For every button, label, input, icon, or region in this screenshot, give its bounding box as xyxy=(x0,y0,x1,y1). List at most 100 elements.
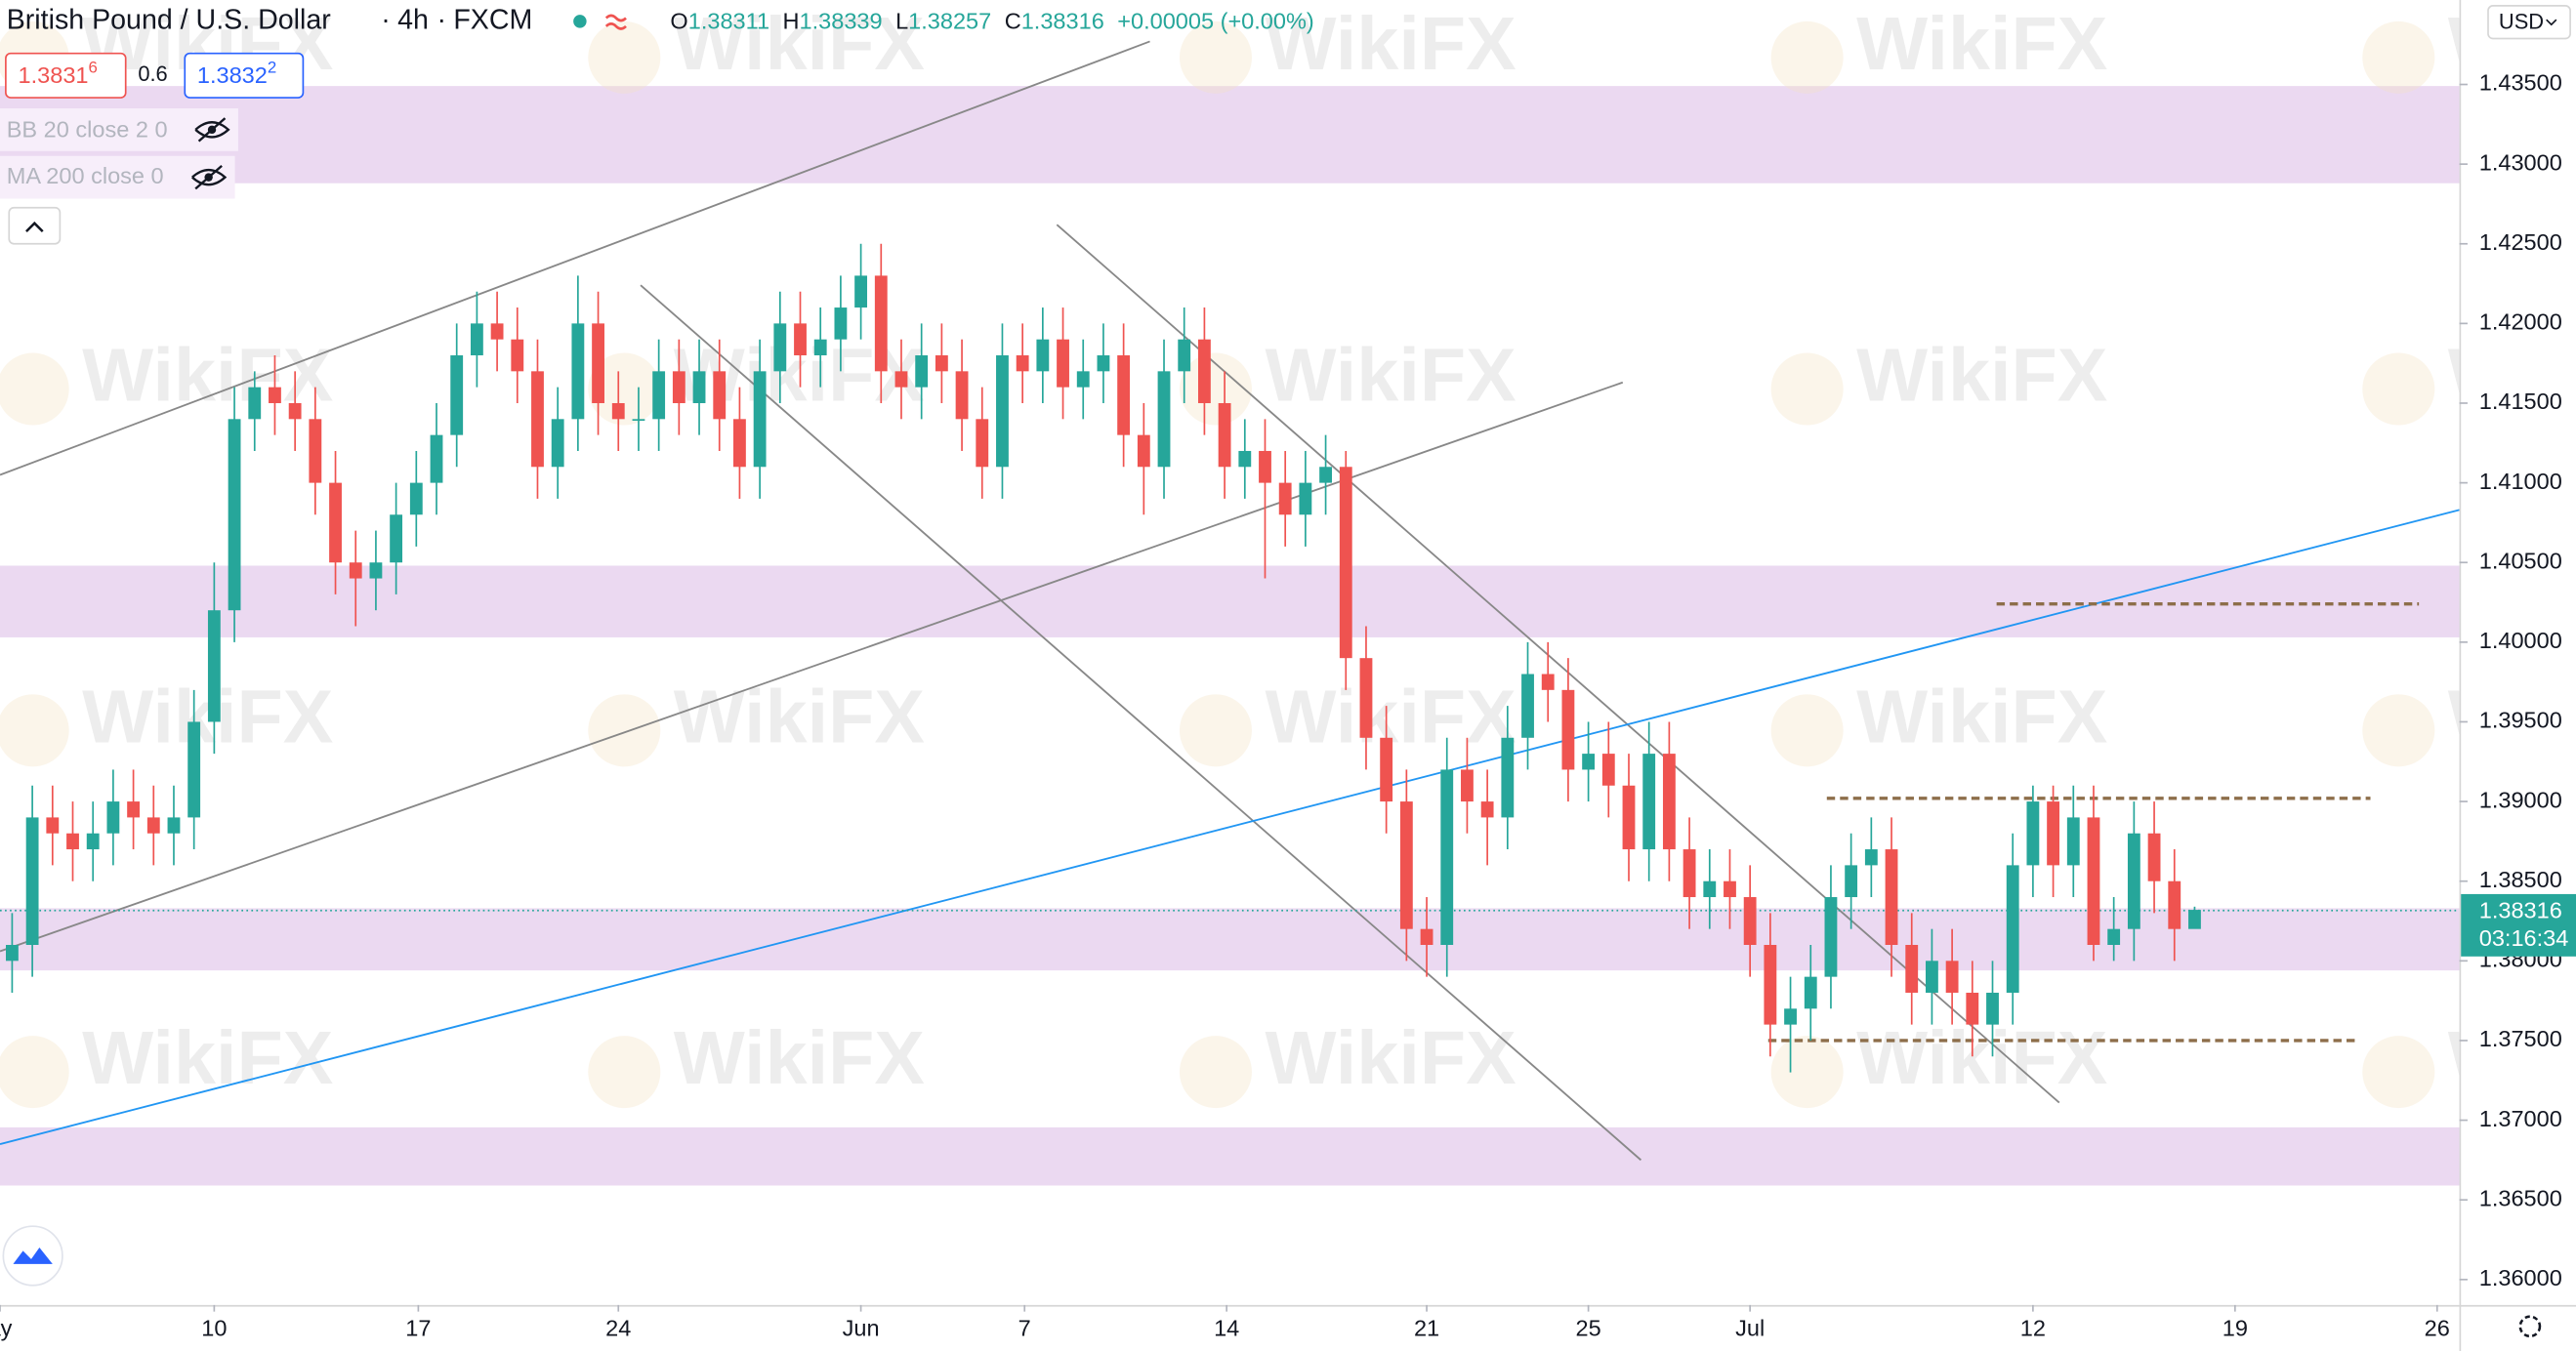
x-tick-label: 17 xyxy=(405,1315,431,1340)
time-axis-bg xyxy=(0,1304,2576,1351)
candle-body xyxy=(390,514,403,563)
watermark-logo xyxy=(1179,352,1252,426)
y-tick-label: 1.39500 xyxy=(2479,708,2562,733)
watermark: WikiFX xyxy=(1856,334,2107,418)
x-tick-label: 14 xyxy=(1214,1315,1239,1340)
y-tick-label: 1.42000 xyxy=(2479,309,2562,335)
candle-body xyxy=(127,801,141,818)
candle-body xyxy=(2188,910,2201,929)
candle-body xyxy=(369,562,383,579)
candle-body xyxy=(1178,339,1191,372)
separator: · xyxy=(437,4,447,35)
candle-body xyxy=(1238,450,1252,468)
watermark-logo xyxy=(0,1036,69,1109)
change: +0.00005 (+0.00%) xyxy=(1117,9,1314,34)
candle-body xyxy=(1521,674,1534,738)
trendlines xyxy=(0,40,2460,1162)
candle-body xyxy=(1218,402,1231,468)
watermark-logo xyxy=(1770,20,1844,94)
watermark: WikiFX xyxy=(82,675,333,758)
trendline xyxy=(0,381,1624,953)
candle-body xyxy=(2127,833,2140,929)
trendline xyxy=(0,509,2460,1145)
candle-body xyxy=(1157,371,1171,468)
candle-body xyxy=(955,371,969,420)
candle-body xyxy=(1117,355,1131,435)
candle-body xyxy=(1824,897,1838,977)
sell-main[interactable]: 1.3831 xyxy=(19,62,89,88)
price-axis-bg xyxy=(2459,0,2576,1351)
candle-body xyxy=(1905,944,1919,993)
candle-body xyxy=(228,419,241,611)
candle-body xyxy=(1642,754,1656,850)
y-tick-label: 1.38500 xyxy=(2479,867,2562,892)
candle-body xyxy=(1945,961,1959,993)
candle-body xyxy=(753,371,767,468)
candle-body xyxy=(1804,976,1817,1009)
ohlc: O1.38311 H1.38339 L1.38257 C1.38316 +0.00005… xyxy=(670,9,1313,34)
collapse-button[interactable] xyxy=(8,206,62,245)
x-tick-label: ay xyxy=(0,1315,13,1340)
buy-sup[interactable]: 2 xyxy=(268,59,276,77)
candle-body xyxy=(1480,801,1494,818)
candle-body xyxy=(1926,961,1938,993)
candle-body xyxy=(1057,339,1069,388)
candle-body xyxy=(692,371,706,403)
candle-body xyxy=(1016,355,1029,372)
currency[interactable]: USD xyxy=(2499,9,2544,33)
candle-body xyxy=(1582,754,1596,770)
countdown: 03:16:34 xyxy=(2479,925,2569,951)
watermark: WikiFX xyxy=(674,675,925,758)
indicator-bb[interactable]: BB 20 close 2 0 xyxy=(7,117,168,143)
candle-body xyxy=(592,323,604,403)
candle-body xyxy=(409,482,423,515)
buy-price[interactable]: 1.38322 xyxy=(197,59,276,88)
watermark: WikiFX xyxy=(1265,1016,1516,1100)
x-tick-label: 25 xyxy=(1576,1315,1601,1340)
candle-body xyxy=(511,339,524,372)
sell-button[interactable] xyxy=(5,52,127,99)
compare-icon[interactable] xyxy=(604,14,627,30)
x-tick-label: 24 xyxy=(605,1315,631,1340)
candle-body xyxy=(1601,754,1615,786)
zone xyxy=(0,908,2460,971)
watermark-logo xyxy=(1179,20,1252,94)
candle-body xyxy=(1259,450,1271,483)
candle-body xyxy=(874,275,888,372)
header: British Pound / U.S. Dollar · 4h · FXCM … xyxy=(0,4,2571,1338)
currency-button[interactable] xyxy=(2487,5,2571,40)
watermark: WikiFX xyxy=(1856,675,2107,758)
candle-body xyxy=(1278,482,1292,515)
watermark-logo xyxy=(2362,352,2435,426)
logo-button[interactable] xyxy=(2,1225,63,1287)
hide-icon[interactable] xyxy=(204,173,213,182)
candle-body xyxy=(976,419,989,468)
candle-body xyxy=(1036,339,1050,372)
watermark-logo xyxy=(1770,694,1844,767)
indicator-ma[interactable]: MA 200 close 0 xyxy=(7,163,164,188)
zone xyxy=(0,565,2460,637)
logo[interactable] xyxy=(13,1248,53,1264)
buy-main[interactable]: 1.3832 xyxy=(197,62,268,88)
sell-sup[interactable]: 6 xyxy=(89,59,98,77)
candle-body xyxy=(2047,801,2060,866)
indicator-row xyxy=(0,107,238,151)
buy-button[interactable] xyxy=(184,52,305,99)
x-tick-label: 10 xyxy=(201,1315,227,1340)
watermark: WikiFX xyxy=(1856,2,2107,86)
hide-icon[interactable] xyxy=(207,125,217,135)
watermark-logo xyxy=(2362,20,2435,94)
currency-arrow[interactable] xyxy=(2546,19,2557,26)
y-tick-label: 1.40000 xyxy=(2479,628,2562,653)
y-tick-label: 1.39000 xyxy=(2479,787,2562,812)
candle-body xyxy=(1299,482,1312,515)
candle-body xyxy=(672,371,686,403)
sell-price[interactable]: 1.38316 xyxy=(19,59,98,88)
ohlc-value: 1.38316 xyxy=(1021,9,1104,34)
settings-icon[interactable] xyxy=(2518,1315,2542,1338)
candle-body xyxy=(349,562,362,579)
collapse-icon[interactable] xyxy=(25,221,44,233)
candle-body xyxy=(146,817,160,834)
ohlc-label: H xyxy=(783,9,800,34)
